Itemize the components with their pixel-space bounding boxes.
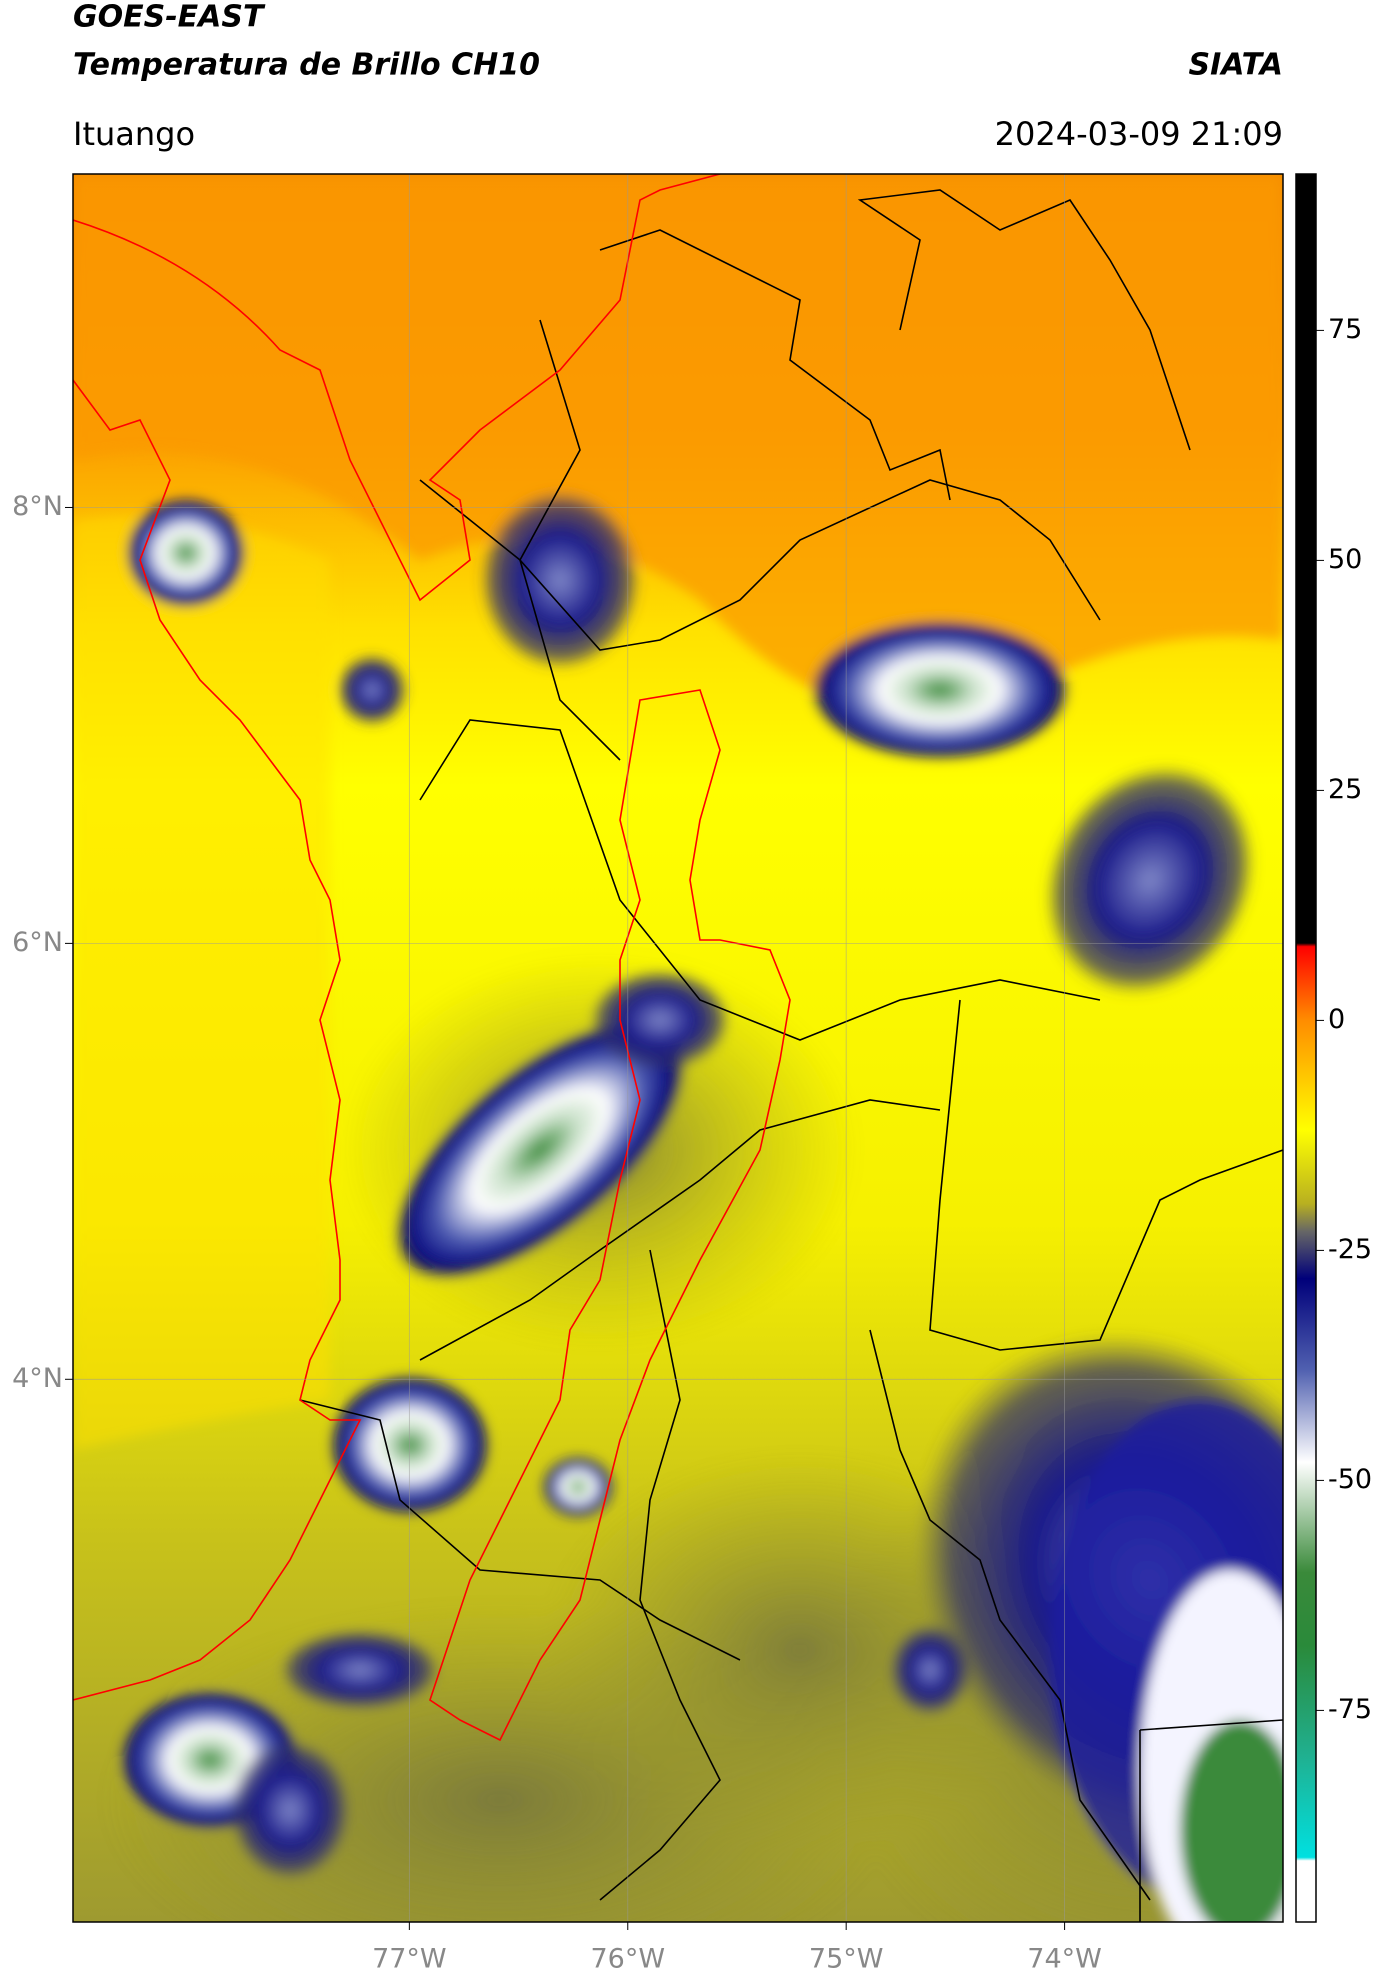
x-tick-label: 76°W [590,1944,665,1975]
colorbar-tick-label: 25 [1328,774,1362,805]
colorbar [1295,173,1317,1923]
location: Ituango [73,115,195,153]
y-tick-label: 4°N [12,1363,63,1394]
map [73,174,1283,1922]
colorbar-tick-label: 75 [1328,314,1362,345]
colorbar-tick-label: 50 [1328,544,1362,575]
map-frame [72,173,1284,1923]
x-tick-label: 75°W [809,1944,884,1975]
colorbar-tick-label: -25 [1328,1234,1372,1265]
brand: SIATA [1189,48,1283,83]
colorbar-tick-label: 0 [1328,1004,1345,1035]
title: GOES-EAST [73,0,266,35]
subtitle: Temperatura de Brillo CH10 [73,48,540,83]
x-tick-label: 77°W [372,1944,447,1975]
y-tick-label: 6°N [12,927,63,958]
colorbar-tick-label: -75 [1328,1694,1372,1725]
colorbar-tick-label: -50 [1328,1464,1372,1495]
datetime: 2024-03-09 21:09 [995,115,1283,153]
x-tick-label: 74°W [1027,1944,1102,1975]
y-tick-label: 8°N [12,491,63,522]
